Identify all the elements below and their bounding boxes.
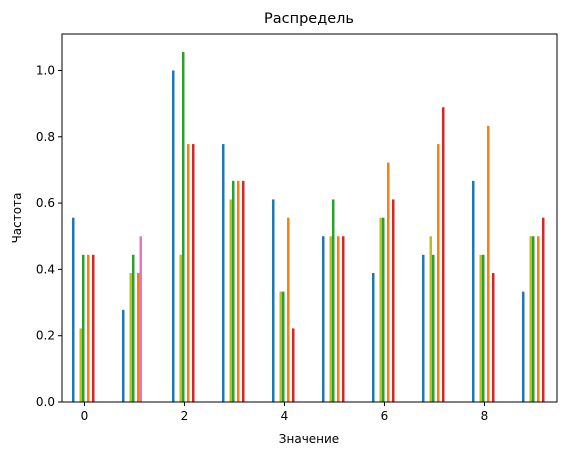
bar <box>287 217 290 402</box>
axes-layer: 0 2 4 6 8 0.0 0.2 0.4 0.6 0.8 1.0 <box>36 33 558 423</box>
y-tick-label: 0.0 <box>36 395 55 409</box>
bar <box>292 328 295 402</box>
bar <box>139 236 142 402</box>
bar <box>232 180 235 402</box>
bars-layer <box>72 51 545 403</box>
bar <box>532 236 535 402</box>
bar <box>229 199 232 402</box>
bar <box>272 199 275 402</box>
bar <box>372 273 375 402</box>
bar <box>122 309 125 402</box>
y-tick-label: 0.2 <box>36 329 55 343</box>
bar <box>342 236 345 402</box>
chart-title: Распредель <box>264 11 354 27</box>
bar <box>282 291 285 402</box>
x-tick-label: 8 <box>481 409 489 423</box>
bar <box>437 144 440 402</box>
x-tick-label: 4 <box>281 409 289 423</box>
bar <box>192 144 195 402</box>
bar <box>522 291 525 402</box>
bar <box>487 125 490 403</box>
bar <box>387 162 390 402</box>
bar <box>179 254 182 402</box>
y-tick-label: 0.4 <box>36 262 55 276</box>
bar <box>537 236 540 402</box>
x-tick-label: 0 <box>81 409 89 423</box>
bar <box>137 273 140 402</box>
bar <box>392 199 395 402</box>
bar <box>92 254 95 402</box>
bar <box>237 180 240 402</box>
bar <box>529 236 532 402</box>
x-tick-label: 6 <box>381 409 389 423</box>
bar <box>332 199 335 402</box>
y-tick-label: 0.8 <box>36 130 55 144</box>
bar <box>132 254 135 402</box>
y-axis-label: Частота <box>10 193 24 244</box>
bar <box>172 70 175 402</box>
bar <box>382 217 385 402</box>
bar <box>222 144 225 402</box>
bar <box>432 254 435 402</box>
bar <box>87 254 90 402</box>
bar <box>322 236 325 402</box>
y-tick-label: 0.6 <box>36 196 55 210</box>
x-tick-label: 2 <box>181 409 189 423</box>
bar <box>182 51 185 402</box>
bar <box>337 236 340 402</box>
bar <box>82 254 85 402</box>
bar <box>242 180 245 402</box>
bar <box>79 328 82 402</box>
bar <box>379 217 382 402</box>
y-tick-label: 1.0 <box>36 63 55 77</box>
bar <box>72 217 75 402</box>
bar <box>442 107 445 403</box>
bar <box>479 254 482 402</box>
bar <box>429 236 432 402</box>
plot-frame <box>61 33 558 403</box>
bar <box>482 254 485 402</box>
bar <box>472 180 475 402</box>
bar <box>329 236 332 402</box>
bar <box>129 273 132 402</box>
bar <box>492 273 495 402</box>
bar <box>542 217 545 402</box>
bar <box>187 144 190 402</box>
bar <box>422 254 425 402</box>
bar <box>279 291 282 402</box>
x-axis-label: Значение <box>279 432 339 446</box>
